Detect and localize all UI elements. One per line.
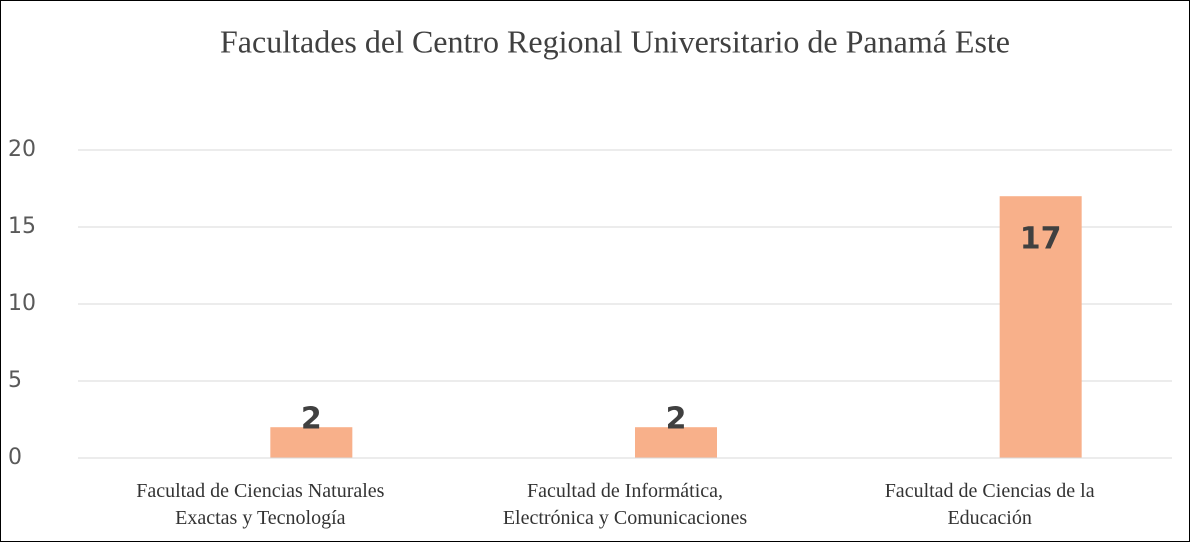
bar [635, 427, 717, 458]
y-tick-label: 20 [8, 137, 36, 162]
y-tick-label: 15 [8, 214, 36, 239]
y-tick-label: 10 [8, 291, 36, 316]
x-tick-label: Facultad de Informática, Electrónica y C… [502, 480, 748, 529]
y-tick-label: 5 [8, 368, 22, 393]
bar [270, 427, 353, 458]
data-label: 2 [666, 402, 687, 437]
bar [999, 196, 1082, 458]
y-tick-label: 0 [8, 445, 22, 470]
x-tick-label: Facultad de Ciencias de la Educación [884, 480, 1095, 529]
x-tick-label: Facultad de Ciencias Naturales Exactas y… [136, 480, 385, 529]
data-label: 2 [301, 402, 322, 437]
chart-title: Facultades del Centro Regional Universit… [220, 23, 1010, 59]
data-label: 17 [1020, 222, 1062, 257]
